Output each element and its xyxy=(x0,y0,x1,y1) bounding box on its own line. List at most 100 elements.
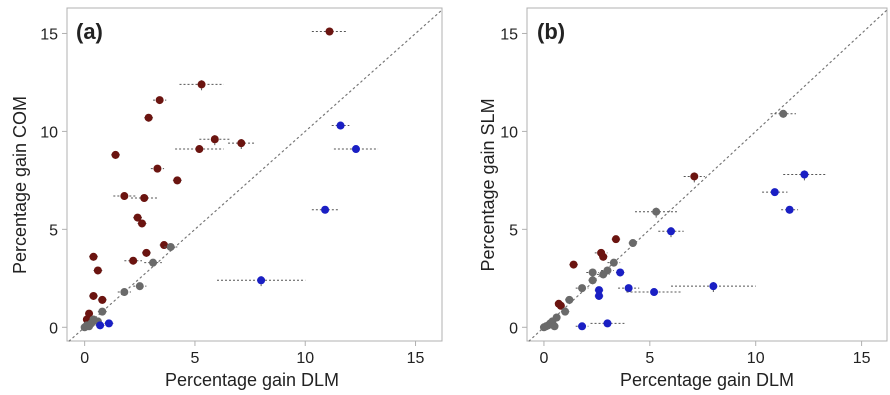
panel-a-red-point xyxy=(98,295,107,304)
panel-b-grey-point xyxy=(561,307,570,316)
panel-a-xtick-label: 15 xyxy=(407,350,425,367)
panel-a-identity-line xyxy=(68,9,443,342)
panel-b-blue-point xyxy=(709,282,718,291)
panel-a-grey-point xyxy=(166,242,175,251)
panel-a-ytick-label: 5 xyxy=(49,222,58,239)
panel-a-x-ticks: 0 5 10 15 xyxy=(80,341,425,367)
panel-a-blue-series xyxy=(95,121,379,330)
panel-b-grey-point xyxy=(539,323,548,332)
panel-b-blue-point xyxy=(785,205,794,214)
panel-b-xtick-label: 5 xyxy=(645,350,654,367)
panel-b-ytick-label: 15 xyxy=(500,26,518,43)
panel-a-red-point xyxy=(93,266,102,275)
panel-a-ytick-label: 10 xyxy=(40,124,58,141)
panel-a: (a) Percentage gain DLM Percentage gain … xyxy=(10,7,443,390)
panel-b-grey-point xyxy=(565,295,574,304)
panel-b-label: (b) xyxy=(537,19,565,44)
panel-a-y-ticks: 0 5 10 15 xyxy=(40,26,67,337)
panel-b-plot-area xyxy=(528,9,888,342)
panel-b-xlabel: Percentage gain DLM xyxy=(620,370,794,390)
panel-b-grey-point xyxy=(609,258,618,267)
panel-b-ytick-label: 0 xyxy=(509,320,518,337)
panel-b-red-point xyxy=(599,252,608,261)
panel-a-grey-point xyxy=(98,307,107,316)
panel-a-red-point xyxy=(133,213,142,222)
panel-b: (b) Percentage gain DLM Percentage gain … xyxy=(478,7,888,390)
panel-a-ylabel: Percentage gain COM xyxy=(10,96,30,274)
panel-a-red-point xyxy=(325,27,334,36)
panel-b-blue-series xyxy=(575,168,826,331)
panel-a-plot-area xyxy=(68,9,443,342)
panel-a-red-point xyxy=(111,150,120,159)
panel-a-red-point xyxy=(195,145,204,154)
panel-a-ytick-label: 0 xyxy=(49,320,58,337)
panel-b-grey-point xyxy=(578,284,587,293)
panel-a-xtick-label: 10 xyxy=(296,350,314,367)
panel-a-red-point xyxy=(153,164,162,173)
panel-a-red-point xyxy=(155,96,164,105)
panel-a-grey-point xyxy=(149,258,158,267)
panel-b-red-point xyxy=(556,301,565,310)
panel-b-grey-point xyxy=(550,322,559,331)
panel-b-grey-point xyxy=(779,109,788,118)
panel-b-grey-series xyxy=(539,109,796,332)
panel-a-xlabel: Percentage gain DLM xyxy=(165,370,339,390)
panel-a-grey-series xyxy=(80,242,178,332)
panel-b-blue-point xyxy=(667,227,675,236)
panel-b-grey-point xyxy=(599,270,608,279)
panel-b-y-ticks: 0 5 10 15 xyxy=(500,26,527,337)
panel-a-red-point xyxy=(89,252,98,261)
panel-b-xtick-label: 10 xyxy=(747,350,765,367)
panel-b-ylabel: Percentage gain SLM xyxy=(478,98,498,271)
panel-a-blue-point xyxy=(321,205,330,214)
panel-b-blue-point xyxy=(603,319,612,328)
panel-a-grey-point xyxy=(135,282,144,291)
panel-a-red-point xyxy=(129,256,138,265)
panel-a-blue-point xyxy=(96,321,105,330)
panel-a-red-point xyxy=(89,291,98,300)
panel-b-red-point xyxy=(690,172,699,181)
panel-b-blue-point xyxy=(770,188,779,197)
panel-b-frame xyxy=(526,7,888,342)
panel-a-label: (a) xyxy=(76,19,103,44)
panel-b-red-point xyxy=(569,260,578,269)
panel-a-ytick-label: 15 xyxy=(40,26,58,43)
panel-a-red-point xyxy=(144,113,153,122)
panel-b-blue-point xyxy=(578,322,587,331)
panel-b-x-ticks: 0 5 10 15 xyxy=(539,341,871,367)
panel-a-red-point xyxy=(120,192,129,201)
panel-b-red-series xyxy=(554,170,705,310)
panel-b-identity-line xyxy=(528,9,888,342)
panel-a-blue-point xyxy=(336,121,345,130)
panel-b-blue-point xyxy=(616,268,625,277)
panel-a-red-series xyxy=(82,27,348,324)
panel-b-xtick-label: 0 xyxy=(539,350,548,367)
panel-a-xtick-label: 5 xyxy=(190,350,199,367)
panel-a-red-point xyxy=(197,80,206,89)
panel-a-grey-point xyxy=(85,322,94,331)
panel-b-ytick-label: 5 xyxy=(509,222,518,239)
panel-b-grey-point xyxy=(628,239,637,248)
panel-b-blue-point xyxy=(624,284,633,293)
panel-a-xtick-label: 0 xyxy=(80,350,89,367)
panel-a-blue-point xyxy=(104,319,113,328)
panel-a-red-point xyxy=(140,194,149,203)
panel-b-grey-point xyxy=(652,207,661,216)
panel-b-blue-point xyxy=(595,291,603,300)
panel-a-blue-point xyxy=(351,145,360,154)
panel-a-red-point xyxy=(142,248,151,257)
panel-b-blue-point xyxy=(650,288,659,297)
panel-a-frame xyxy=(66,7,443,342)
panel-a-red-point xyxy=(210,135,219,144)
panel-a-red-point xyxy=(138,219,146,228)
panel-b-blue-point xyxy=(800,170,809,179)
panel-a-grey-point xyxy=(120,288,129,297)
panel-b-grey-point xyxy=(588,268,597,277)
panel-b-red-point xyxy=(611,235,620,244)
panel-b-ytick-label: 10 xyxy=(500,124,518,141)
panel-a-blue-point xyxy=(257,276,266,285)
panel-b-xtick-label: 15 xyxy=(853,350,871,367)
panel-b-grey-point xyxy=(588,276,597,285)
